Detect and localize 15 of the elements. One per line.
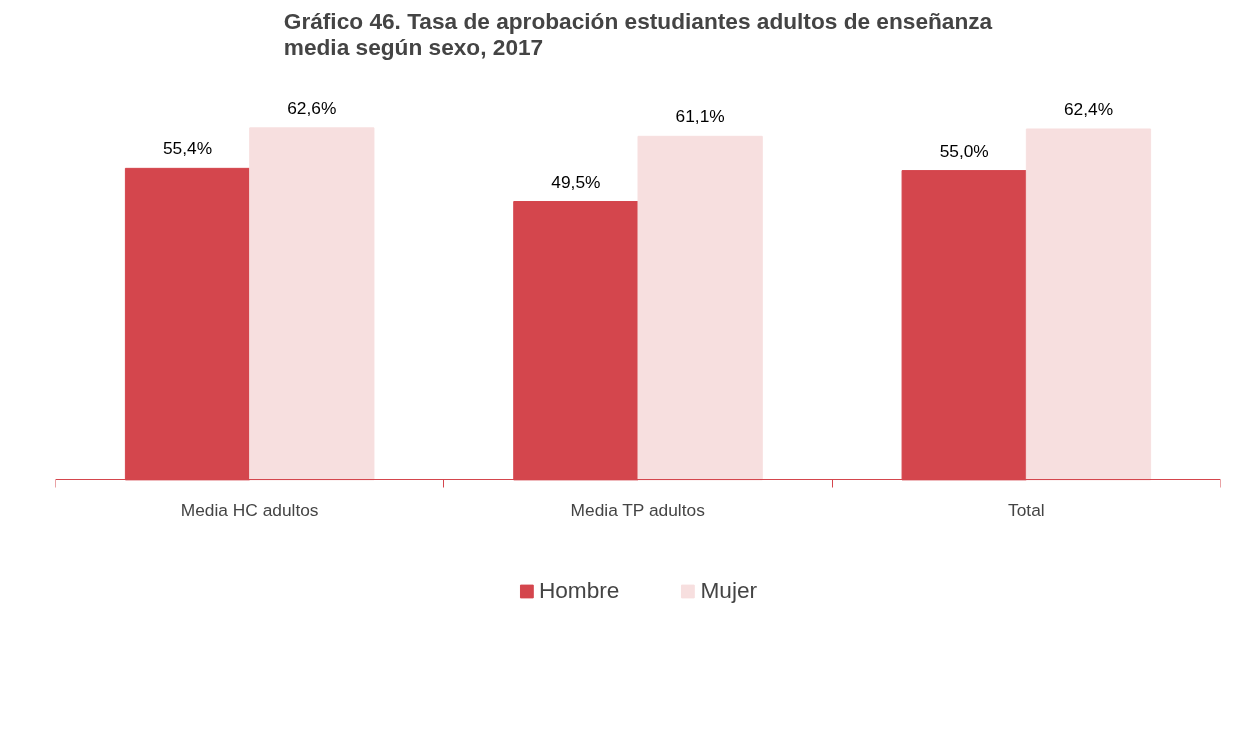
legend-label: Hombre bbox=[538, 577, 620, 604]
data-label: 55,0% bbox=[939, 140, 989, 161]
data-label: 55,4% bbox=[162, 138, 213, 159]
data-label: 61,1% bbox=[675, 106, 725, 127]
data-label: 49,5% bbox=[551, 171, 601, 192]
x-tick-label: Total bbox=[1008, 499, 1045, 520]
legend-label: Mujer bbox=[700, 577, 758, 604]
data-label: 62,4% bbox=[1063, 98, 1114, 119]
data-label: 62,6% bbox=[287, 97, 337, 118]
bar bbox=[637, 135, 763, 481]
x-tick-label: Media HC adultos bbox=[180, 499, 319, 520]
bar bbox=[1025, 128, 1152, 481]
bar bbox=[249, 127, 375, 481]
x-tick-label: Media TP adultos bbox=[570, 499, 706, 520]
chart-title: Gráfico 46. Tasa de aprobación estudiantes adultos de enseñanza media según sexo, 2017 bbox=[283, 7, 993, 60]
